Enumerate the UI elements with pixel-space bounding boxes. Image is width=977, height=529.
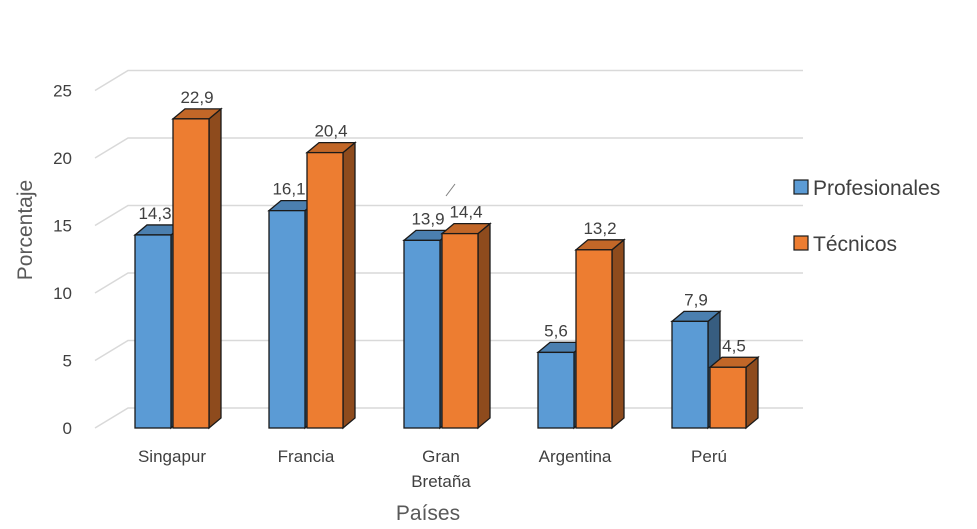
legend-item-tecnicos: Técnicos (793, 233, 897, 256)
data-label: 7,9 (684, 290, 708, 309)
bar-side (342, 141, 356, 430)
x-axis: Singapur Francia Gran Bretaña Argentina Perú (138, 447, 727, 491)
y-tick-label: 0 (63, 419, 72, 438)
data-label: 4,5 (722, 336, 746, 355)
data-label: 14,3 (138, 204, 171, 223)
data-label: 20,4 (314, 122, 347, 141)
gridline (94, 204, 803, 227)
leader-line (445, 183, 456, 197)
x-tick-label: Perú (691, 447, 727, 466)
bar-tcnicos-3 (574, 238, 626, 430)
bar-side (745, 355, 759, 430)
legend-item-profesionales: Profesionales (793, 177, 940, 200)
gridline (94, 137, 803, 159)
bar-side (611, 238, 625, 430)
bar-front (575, 249, 613, 429)
data-label: 16,1 (272, 180, 305, 199)
bar-front (441, 232, 479, 429)
x-tick-label: Gran (422, 447, 460, 466)
bar-tcnicos-0 (171, 107, 223, 430)
bar-front (134, 234, 172, 429)
bar-front (403, 239, 441, 429)
bar-front (172, 118, 210, 429)
data-label: 13,2 (583, 219, 616, 238)
bar-profesionales-1 (267, 199, 319, 430)
bar-tcnicos-2 (440, 222, 492, 430)
legend-label-tecnicos: Técnicos (813, 233, 897, 256)
y-axis: 0 5 10 15 20 25 (53, 82, 72, 439)
y-tick-label: 25 (53, 82, 72, 101)
legend-label-profesionales: Profesionales (813, 177, 940, 200)
bar-side (477, 222, 491, 430)
y-axis-title: Porcentaje (14, 180, 37, 280)
data-label: 22,9 (180, 88, 213, 107)
x-axis-title: Países (396, 502, 460, 525)
x-tick-label: Bretaña (411, 472, 471, 491)
bar-front (709, 366, 747, 429)
bar-tcnicos-1 (305, 141, 357, 430)
y-tick-label: 5 (63, 352, 72, 371)
bar-front (671, 320, 709, 429)
bar-front (537, 351, 575, 429)
data-labels: 14,3 22,9 16,1 20,4 13,9 14,4 5,6 13,2 7,9 4,5 (138, 88, 745, 355)
bars (133, 107, 760, 430)
x-tick-label: Singapur (138, 447, 206, 466)
legend-swatch-profesionales (793, 179, 809, 195)
legend: Profesionales Técnicos (793, 177, 940, 256)
x-tick-label: Argentina (539, 447, 612, 466)
data-label: 5,6 (544, 321, 568, 340)
x-tick-label: Francia (278, 447, 335, 466)
y-tick-label: 10 (53, 284, 72, 303)
y-tick-label: 15 (53, 217, 72, 236)
legend-swatch-tecnicos (793, 235, 809, 251)
bar-front (306, 151, 344, 429)
data-label: 14,4 (449, 203, 482, 222)
data-label: 13,9 (411, 209, 444, 228)
bar-front (268, 209, 306, 429)
y-tick-label: 20 (53, 149, 72, 168)
bar-side (208, 107, 222, 430)
bar-tcnicos-4 (708, 355, 760, 430)
gridline (94, 69, 803, 92)
